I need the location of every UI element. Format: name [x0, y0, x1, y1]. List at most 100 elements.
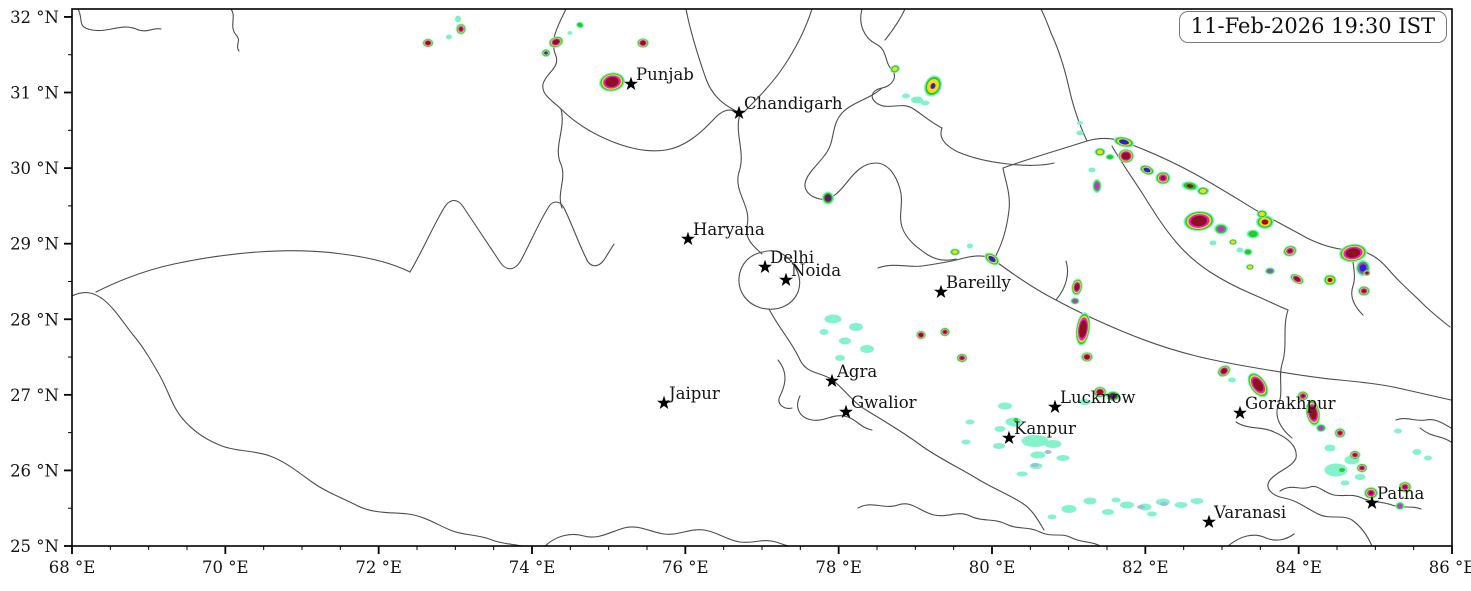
boundary-line	[1002, 138, 1451, 328]
storm-cell	[1363, 270, 1371, 276]
storm-cell-ring	[1360, 466, 1364, 470]
precip-patch	[902, 93, 910, 99]
city-jaipur: Jaipur	[657, 384, 720, 409]
city-label: Patna	[1377, 484, 1424, 503]
storm-cell	[1358, 286, 1370, 296]
precip-patch	[993, 443, 1005, 449]
boundary-line	[860, 9, 1055, 166]
x-tick-label: 68 °E	[49, 558, 96, 577]
city-star-icon	[758, 259, 772, 273]
city-label: Bareilly	[946, 273, 1011, 292]
boundary-line	[777, 359, 793, 409]
storm-cell-ring	[1402, 485, 1408, 489]
boundary-line	[993, 259, 1452, 401]
storm-cell	[1070, 297, 1080, 305]
map-frame	[71, 8, 1453, 547]
storm-cell-ring	[640, 40, 646, 46]
boundary-line	[685, 9, 737, 112]
boundary-line	[72, 291, 523, 546]
storm-cell-ring	[1143, 167, 1151, 173]
city-star-icon	[1365, 495, 1379, 509]
storm-cell-ring	[544, 51, 548, 55]
city-label: Jaipur	[667, 384, 720, 403]
city-star-icon	[934, 284, 948, 298]
city-star-icon	[839, 404, 853, 418]
storm-cell-ring	[455, 15, 461, 23]
storm-cell-ring	[1247, 265, 1253, 269]
storm-cell-ring	[1338, 431, 1342, 435]
state-boundaries	[72, 9, 1452, 546]
boundary-line	[95, 250, 411, 293]
boundary-line	[230, 9, 240, 52]
city-label: Agra	[836, 362, 877, 381]
storm-cell	[1246, 264, 1254, 270]
storm-cell	[1290, 273, 1304, 285]
precip-patch	[920, 100, 930, 106]
precip-patch	[1044, 440, 1062, 448]
city-star-icon	[657, 395, 671, 409]
city-kanpur: Kanpur	[1002, 419, 1076, 444]
storm-cell-ring	[1368, 491, 1374, 495]
storm-cell-ring	[1094, 182, 1100, 190]
precip-patch	[1047, 514, 1057, 520]
boundary-line	[557, 108, 564, 209]
x-tick-label: 72 °E	[355, 558, 402, 577]
y-tick-label: 27 °N	[10, 386, 59, 405]
storm-cell-ring	[1365, 271, 1369, 275]
x-tick-label: 82 °E	[1122, 558, 1169, 577]
precip-patch	[1340, 480, 1350, 486]
storm-cell-ring	[1301, 394, 1305, 398]
precip-patch	[1083, 497, 1097, 505]
storm-cell	[1236, 247, 1244, 253]
storm-cell	[984, 252, 1000, 266]
storm-cell-ring	[1088, 167, 1096, 173]
precip-patch	[1228, 377, 1236, 383]
precip-patch	[1111, 497, 1121, 503]
storm-cell-ring	[1318, 426, 1324, 430]
boundary-line	[1227, 533, 1295, 546]
city-lucknow: Lucknow	[1048, 388, 1136, 413]
storm-cell	[1118, 149, 1134, 163]
storm-cell-ring	[1097, 389, 1103, 395]
boundary-line	[797, 395, 873, 431]
storm-cell-ring	[1293, 276, 1301, 282]
precip-patch	[835, 355, 845, 361]
precip-patch	[965, 419, 975, 425]
storm-cell	[950, 248, 960, 256]
storm-cell	[956, 353, 968, 363]
storm-cell	[1093, 386, 1107, 398]
storm-cell-ring	[1121, 152, 1131, 160]
storm-cell	[940, 327, 950, 337]
storm-cell	[1155, 171, 1171, 185]
boundary-line	[1395, 418, 1452, 429]
boundary-line	[737, 113, 763, 255]
storm-cell-ring	[1267, 269, 1273, 273]
city-label: Chandigarh	[744, 94, 843, 113]
x-tick-label: 86 °E	[1429, 558, 1471, 577]
x-tick-label: 84 °E	[1275, 558, 1322, 577]
storm-cell-ring	[1261, 219, 1269, 225]
storm-cell-ring	[1209, 240, 1217, 246]
storm-cell-ring	[1327, 277, 1333, 283]
boundary-line	[1055, 260, 1069, 301]
boundary-line	[768, 308, 832, 380]
boundary-line	[1111, 145, 1289, 311]
storm-cell	[890, 64, 900, 74]
city-label: Gorakhpur	[1245, 394, 1336, 413]
storm-cell-ring	[1230, 240, 1236, 244]
storm-cell	[548, 36, 564, 48]
precip-patch	[1424, 455, 1432, 461]
storm-cell-ring	[605, 76, 619, 88]
storm-cell	[446, 34, 452, 40]
city-bareilly: Bareilly	[934, 273, 1011, 298]
storm-cell-ring	[943, 330, 947, 334]
precip-patch	[1079, 399, 1091, 405]
storm-cell	[1229, 239, 1237, 245]
storm-cell-layer	[422, 15, 1412, 510]
storm-cell-ring	[1353, 453, 1357, 457]
axes-layer: 68 °E 70 °E 72 °E 74 °E 76 °E 78 °E 80 °E 82 °E…	[10, 8, 1471, 577]
boundary-line	[1279, 485, 1422, 510]
storm-cell	[1092, 179, 1102, 193]
city-label: Lucknow	[1060, 388, 1136, 407]
boundary-line	[884, 9, 906, 41]
